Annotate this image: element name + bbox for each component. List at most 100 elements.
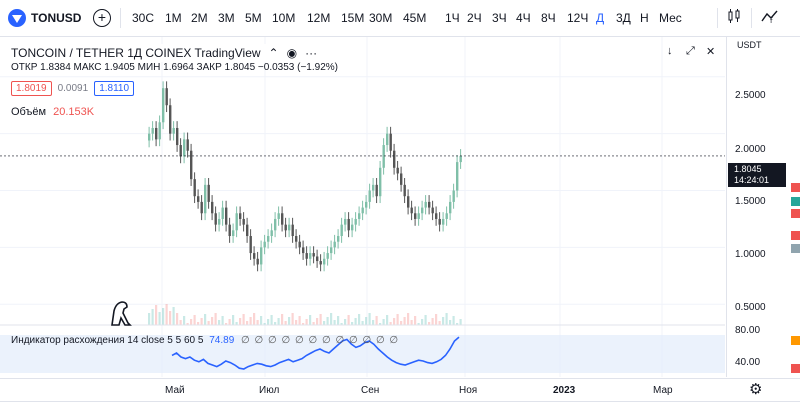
candle-body bbox=[410, 207, 413, 214]
add-symbol-button[interactable]: + bbox=[93, 9, 111, 27]
volume-bar bbox=[242, 314, 245, 325]
candle-body bbox=[242, 218, 245, 225]
timeframe-6[interactable]: 12М bbox=[307, 11, 331, 25]
more-dots-icon[interactable]: ··· bbox=[305, 46, 318, 60]
volume-bar bbox=[165, 304, 168, 325]
volume-bar bbox=[186, 323, 189, 325]
alert-marker[interactable] bbox=[791, 209, 800, 218]
volume-bar bbox=[389, 322, 392, 325]
maximize-pane-icon[interactable]: ⤢ bbox=[686, 45, 695, 57]
sell-price-button[interactable]: 1.8019 bbox=[11, 81, 52, 96]
chart-legend-title: TONCOIN / TETHER 1Д COINEX TradingView ⌃… bbox=[11, 44, 318, 62]
volume-bar bbox=[323, 321, 326, 325]
timeframe-13[interactable]: 4Ч bbox=[516, 11, 531, 25]
timeframe-15[interactable]: 12Ч bbox=[567, 11, 589, 25]
candle-body bbox=[235, 213, 238, 231]
time-axis[interactable] bbox=[0, 378, 800, 401]
volume-bar bbox=[410, 320, 413, 325]
candle-body bbox=[246, 224, 249, 237]
candle-body bbox=[396, 167, 399, 174]
candle-body bbox=[260, 247, 263, 265]
timeframe-9[interactable]: 45М bbox=[403, 11, 427, 25]
candle-body bbox=[151, 127, 154, 134]
volume-bar bbox=[235, 322, 238, 325]
timeframe-17[interactable]: 3Д bbox=[616, 11, 631, 25]
volume-bar bbox=[295, 320, 298, 325]
volume-label: Объём bbox=[11, 106, 47, 118]
volume-bar bbox=[249, 317, 252, 325]
symbol-name[interactable]: TONUSD bbox=[31, 11, 82, 25]
volume-bar bbox=[354, 318, 357, 325]
candle-body bbox=[200, 201, 203, 214]
candle-body bbox=[389, 133, 392, 151]
candle-body bbox=[232, 230, 235, 237]
timeframe-3[interactable]: 3М bbox=[218, 11, 235, 25]
candle-body bbox=[305, 253, 308, 259]
candle-body bbox=[424, 201, 427, 208]
indicators-icon[interactable]: f bbox=[760, 8, 780, 28]
candle-body bbox=[193, 179, 196, 197]
candle-body bbox=[179, 145, 182, 157]
currency-selector[interactable]: USDT bbox=[737, 40, 762, 50]
timeframe-19[interactable]: Мес bbox=[659, 11, 682, 25]
visibility-eye-icon[interactable]: ◉ bbox=[286, 46, 298, 60]
timeframe-16[interactable]: Д bbox=[596, 11, 605, 25]
alert-marker[interactable] bbox=[791, 336, 800, 345]
alert-marker[interactable] bbox=[791, 244, 800, 253]
bar-countdown: 14:24:01 bbox=[734, 175, 770, 185]
candle-body bbox=[438, 218, 441, 225]
alert-marker[interactable] bbox=[791, 197, 800, 206]
timeframe-0[interactable]: 30С bbox=[132, 11, 155, 25]
candle-body bbox=[400, 173, 403, 185]
close-pane-icon[interactable]: ✕ bbox=[706, 46, 716, 58]
candle-body bbox=[456, 162, 459, 191]
time-label: Май bbox=[165, 385, 185, 396]
time-label: 2023 bbox=[553, 385, 576, 396]
candle-body bbox=[344, 218, 347, 225]
collapse-icon[interactable]: ⌃ bbox=[268, 46, 279, 60]
timeframe-18[interactable]: Н bbox=[640, 11, 649, 25]
volume-bar bbox=[435, 314, 438, 325]
volume-bar bbox=[347, 315, 350, 325]
volume-bar bbox=[344, 319, 347, 325]
tradingview-dino-icon bbox=[111, 301, 132, 326]
price-axis[interactable] bbox=[726, 37, 800, 377]
volume-bar bbox=[414, 316, 417, 325]
candles-chart-type-icon[interactable] bbox=[724, 8, 744, 28]
candle-body bbox=[221, 207, 224, 219]
candle-body bbox=[361, 207, 364, 214]
timeframe-4[interactable]: 5М bbox=[245, 11, 262, 25]
timeframe-1[interactable]: 1М bbox=[165, 11, 182, 25]
timeframe-8[interactable]: 30М bbox=[369, 11, 393, 25]
volume-bar bbox=[365, 317, 368, 325]
volume-bar bbox=[190, 319, 193, 325]
volume-bar bbox=[428, 322, 431, 325]
volume-bar bbox=[309, 315, 312, 325]
timeframe-11[interactable]: 2Ч bbox=[467, 11, 482, 25]
candle-body bbox=[428, 201, 431, 208]
timeframe-12[interactable]: 3Ч bbox=[492, 11, 507, 25]
timeframe-10[interactable]: 1Ч bbox=[445, 11, 460, 25]
timeframe-2[interactable]: 2М bbox=[191, 11, 208, 25]
candle-body bbox=[372, 184, 375, 191]
indicator-value: 74.89 bbox=[209, 335, 235, 346]
buy-price-button[interactable]: 1.8110 bbox=[94, 81, 135, 96]
arrow-down-icon[interactable]: ↓ bbox=[667, 45, 673, 57]
chart-settings-gear-icon[interactable]: ⚙ bbox=[749, 381, 763, 398]
volume-bar bbox=[396, 314, 399, 325]
timeframe-7[interactable]: 15М bbox=[341, 11, 365, 25]
volume-bar bbox=[351, 322, 354, 325]
timeframe-5[interactable]: 10М bbox=[272, 11, 296, 25]
time-label: Мар bbox=[653, 385, 673, 396]
spread-value: 0.0091 bbox=[57, 83, 89, 94]
candle-body bbox=[281, 213, 284, 225]
alert-marker[interactable] bbox=[791, 231, 800, 240]
volume-bar bbox=[445, 313, 448, 325]
candle-body bbox=[365, 201, 368, 208]
volume-bar bbox=[452, 316, 455, 325]
alert-marker[interactable] bbox=[791, 183, 800, 192]
open-value: 1.8384 bbox=[40, 62, 71, 73]
alert-marker[interactable] bbox=[791, 364, 800, 373]
volume-bar bbox=[358, 314, 361, 325]
timeframe-14[interactable]: 8Ч bbox=[541, 11, 556, 25]
